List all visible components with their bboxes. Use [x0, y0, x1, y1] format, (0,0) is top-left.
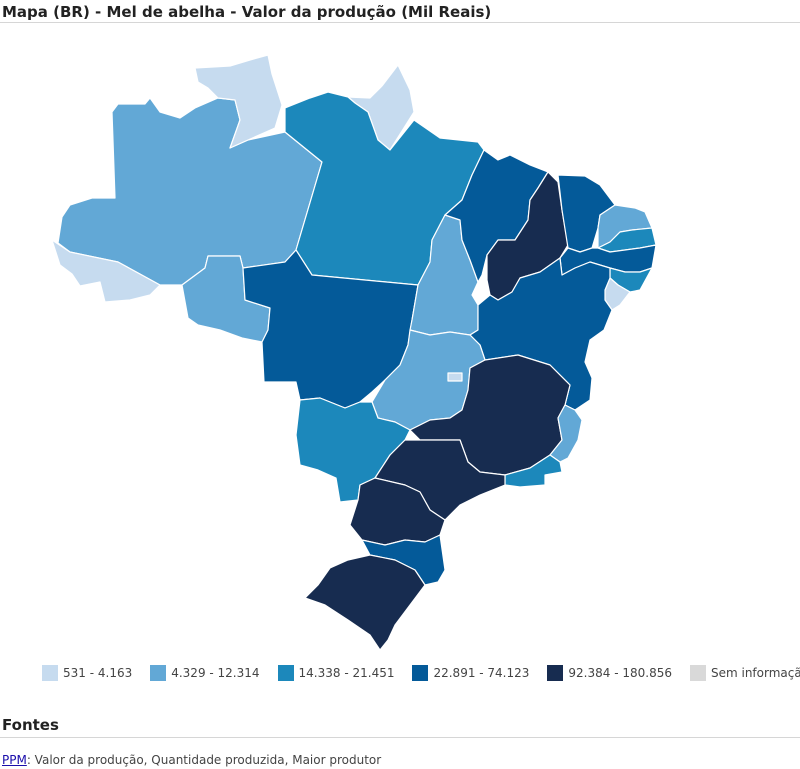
legend-item-6[interactable]: Sem informação	[689, 665, 800, 681]
sources-text: : Valor da produção, Quantidade produzid…	[26, 753, 382, 767]
state-es[interactable]	[549, 404, 583, 463]
legend-label: 92.384 - 180.856	[568, 666, 672, 680]
title-divider	[0, 22, 800, 23]
state-rs[interactable]	[304, 554, 426, 651]
state-am[interactable]	[57, 97, 323, 286]
legend-item-2[interactable]: 4.329 - 12.314	[150, 665, 260, 681]
sources-heading: Fontes	[2, 716, 59, 734]
legend-label: Sem informação	[710, 666, 800, 680]
legend-label: 22.891 - 74.123	[433, 666, 530, 680]
state-rr[interactable]	[194, 54, 283, 149]
legend-swatch	[277, 665, 294, 681]
legend-item-1[interactable]: 531 - 4.163	[42, 665, 132, 681]
brazil-map-svg	[51, 54, 657, 651]
legend-item-5[interactable]: 92.384 - 180.856	[547, 665, 672, 681]
state-df[interactable]	[447, 372, 463, 382]
legend-swatch	[547, 665, 564, 681]
legend-swatch	[412, 665, 429, 681]
legend-label: 14.338 - 21.451	[298, 666, 395, 680]
legend-item-3[interactable]: 14.338 - 21.451	[277, 665, 395, 681]
brazil-map	[0, 23, 800, 663]
legend-label: 531 - 4.163	[63, 666, 133, 680]
state-ac[interactable]	[51, 239, 161, 303]
legend-item-4[interactable]: 22.891 - 74.123	[412, 665, 529, 681]
sources-divider	[0, 737, 800, 738]
legend-swatch	[689, 665, 706, 681]
sources-line: PPM: Valor da produção, Quantidade produ…	[2, 753, 381, 767]
state-rj[interactable]	[504, 454, 563, 488]
ppm-link[interactable]: PPM	[2, 753, 27, 767]
legend-swatch	[42, 665, 58, 681]
map-legend: 531 - 4.163 4.329 - 12.314 14.338 - 21.4…	[42, 664, 800, 682]
map-title: Mapa (BR) - Mel de abelha - Valor da pro…	[2, 3, 492, 21]
legend-swatch	[150, 665, 167, 681]
legend-label: 4.329 - 12.314	[171, 666, 260, 680]
